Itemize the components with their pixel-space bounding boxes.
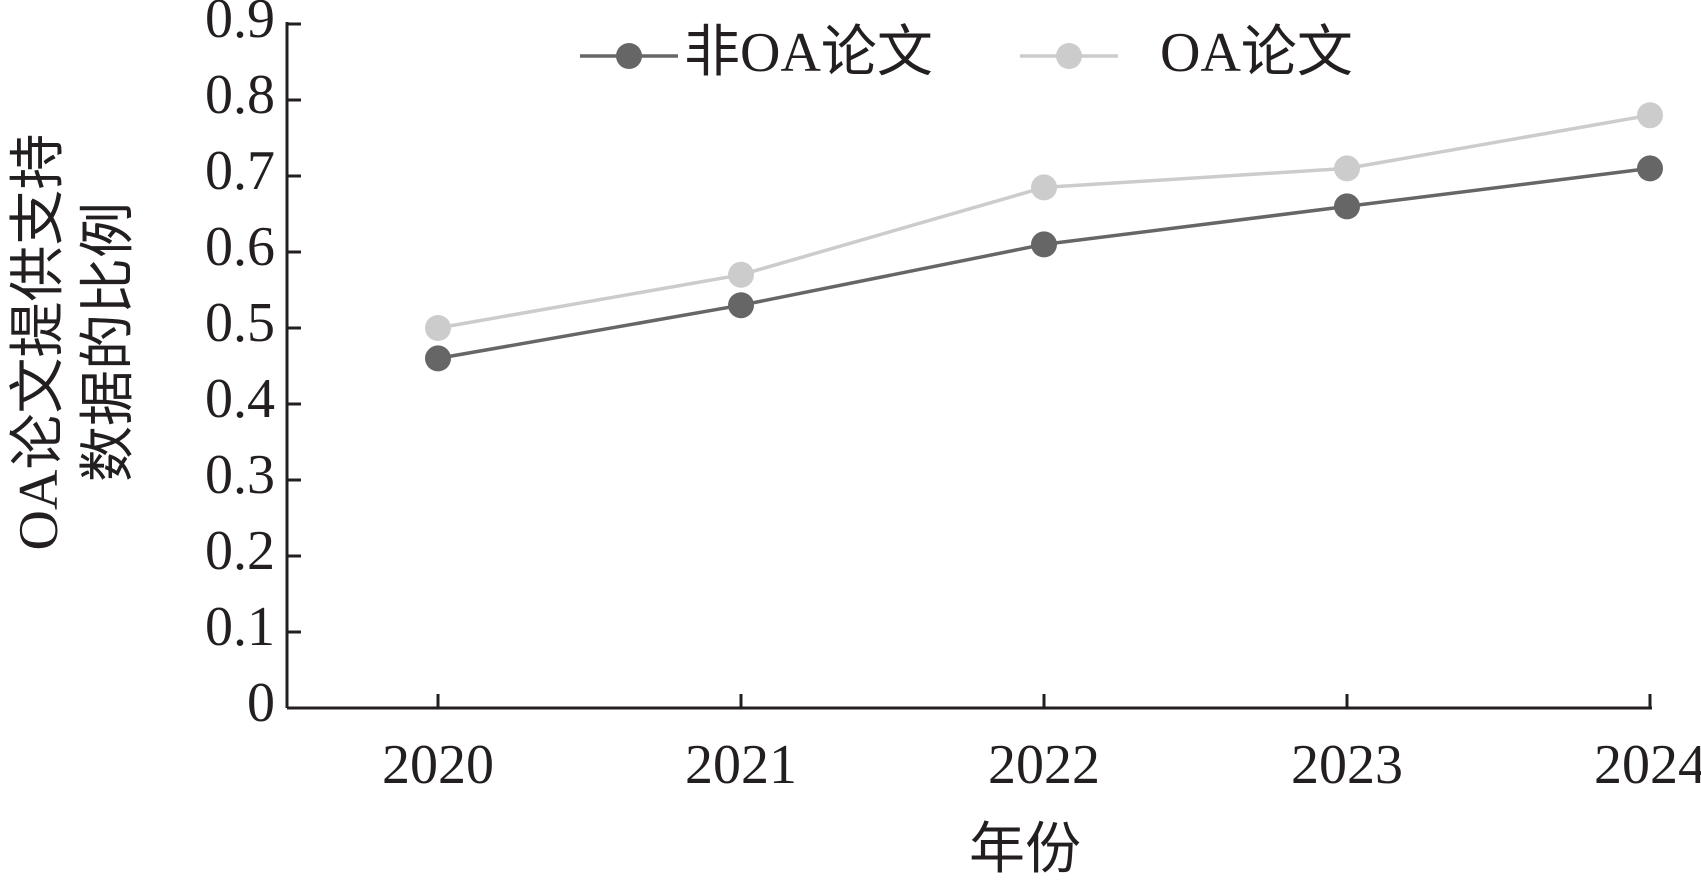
x-tick-label: 2021 <box>685 734 797 796</box>
x-tick-label: 2022 <box>988 734 1100 796</box>
y-tick-label: 0.4 <box>205 368 275 430</box>
series-line <box>437 113 1651 330</box>
y-tick-label: 0.5 <box>205 292 275 354</box>
x-tick-label: 2020 <box>382 734 494 796</box>
data-point <box>425 345 451 372</box>
legend-marker <box>616 43 642 69</box>
x-axis-label: 年份 <box>969 819 1081 881</box>
legend-label: OA论文 <box>1160 22 1353 84</box>
data-point <box>1334 155 1360 182</box>
data-point <box>1637 155 1663 182</box>
data-point <box>1031 231 1057 258</box>
data-point <box>728 292 754 319</box>
legend-label: 非OA论文 <box>684 22 933 84</box>
y-axis-label: 数据的比例 <box>78 202 140 482</box>
y-tick-label: 0.1 <box>205 596 275 658</box>
data-point <box>728 261 754 288</box>
y-axis-label: OA论文提供支持 <box>8 134 70 551</box>
data-point <box>1031 174 1057 201</box>
y-tick-label: 0.2 <box>205 520 275 582</box>
data-point <box>1637 102 1663 129</box>
y-tick-label: 0.6 <box>205 216 275 278</box>
data-point <box>425 315 451 341</box>
y-tick-label: 0 <box>247 672 275 734</box>
y-tick-label: 0.9 <box>205 0 275 50</box>
data-point <box>1334 193 1360 220</box>
y-tick-label: 0.7 <box>205 140 275 202</box>
x-tick-label: 2024 <box>1594 734 1701 796</box>
y-tick-label: 0.3 <box>205 444 275 506</box>
x-tick-label: 2023 <box>1291 734 1403 796</box>
legend-marker <box>1056 43 1082 69</box>
y-tick-label: 0.8 <box>205 64 275 126</box>
